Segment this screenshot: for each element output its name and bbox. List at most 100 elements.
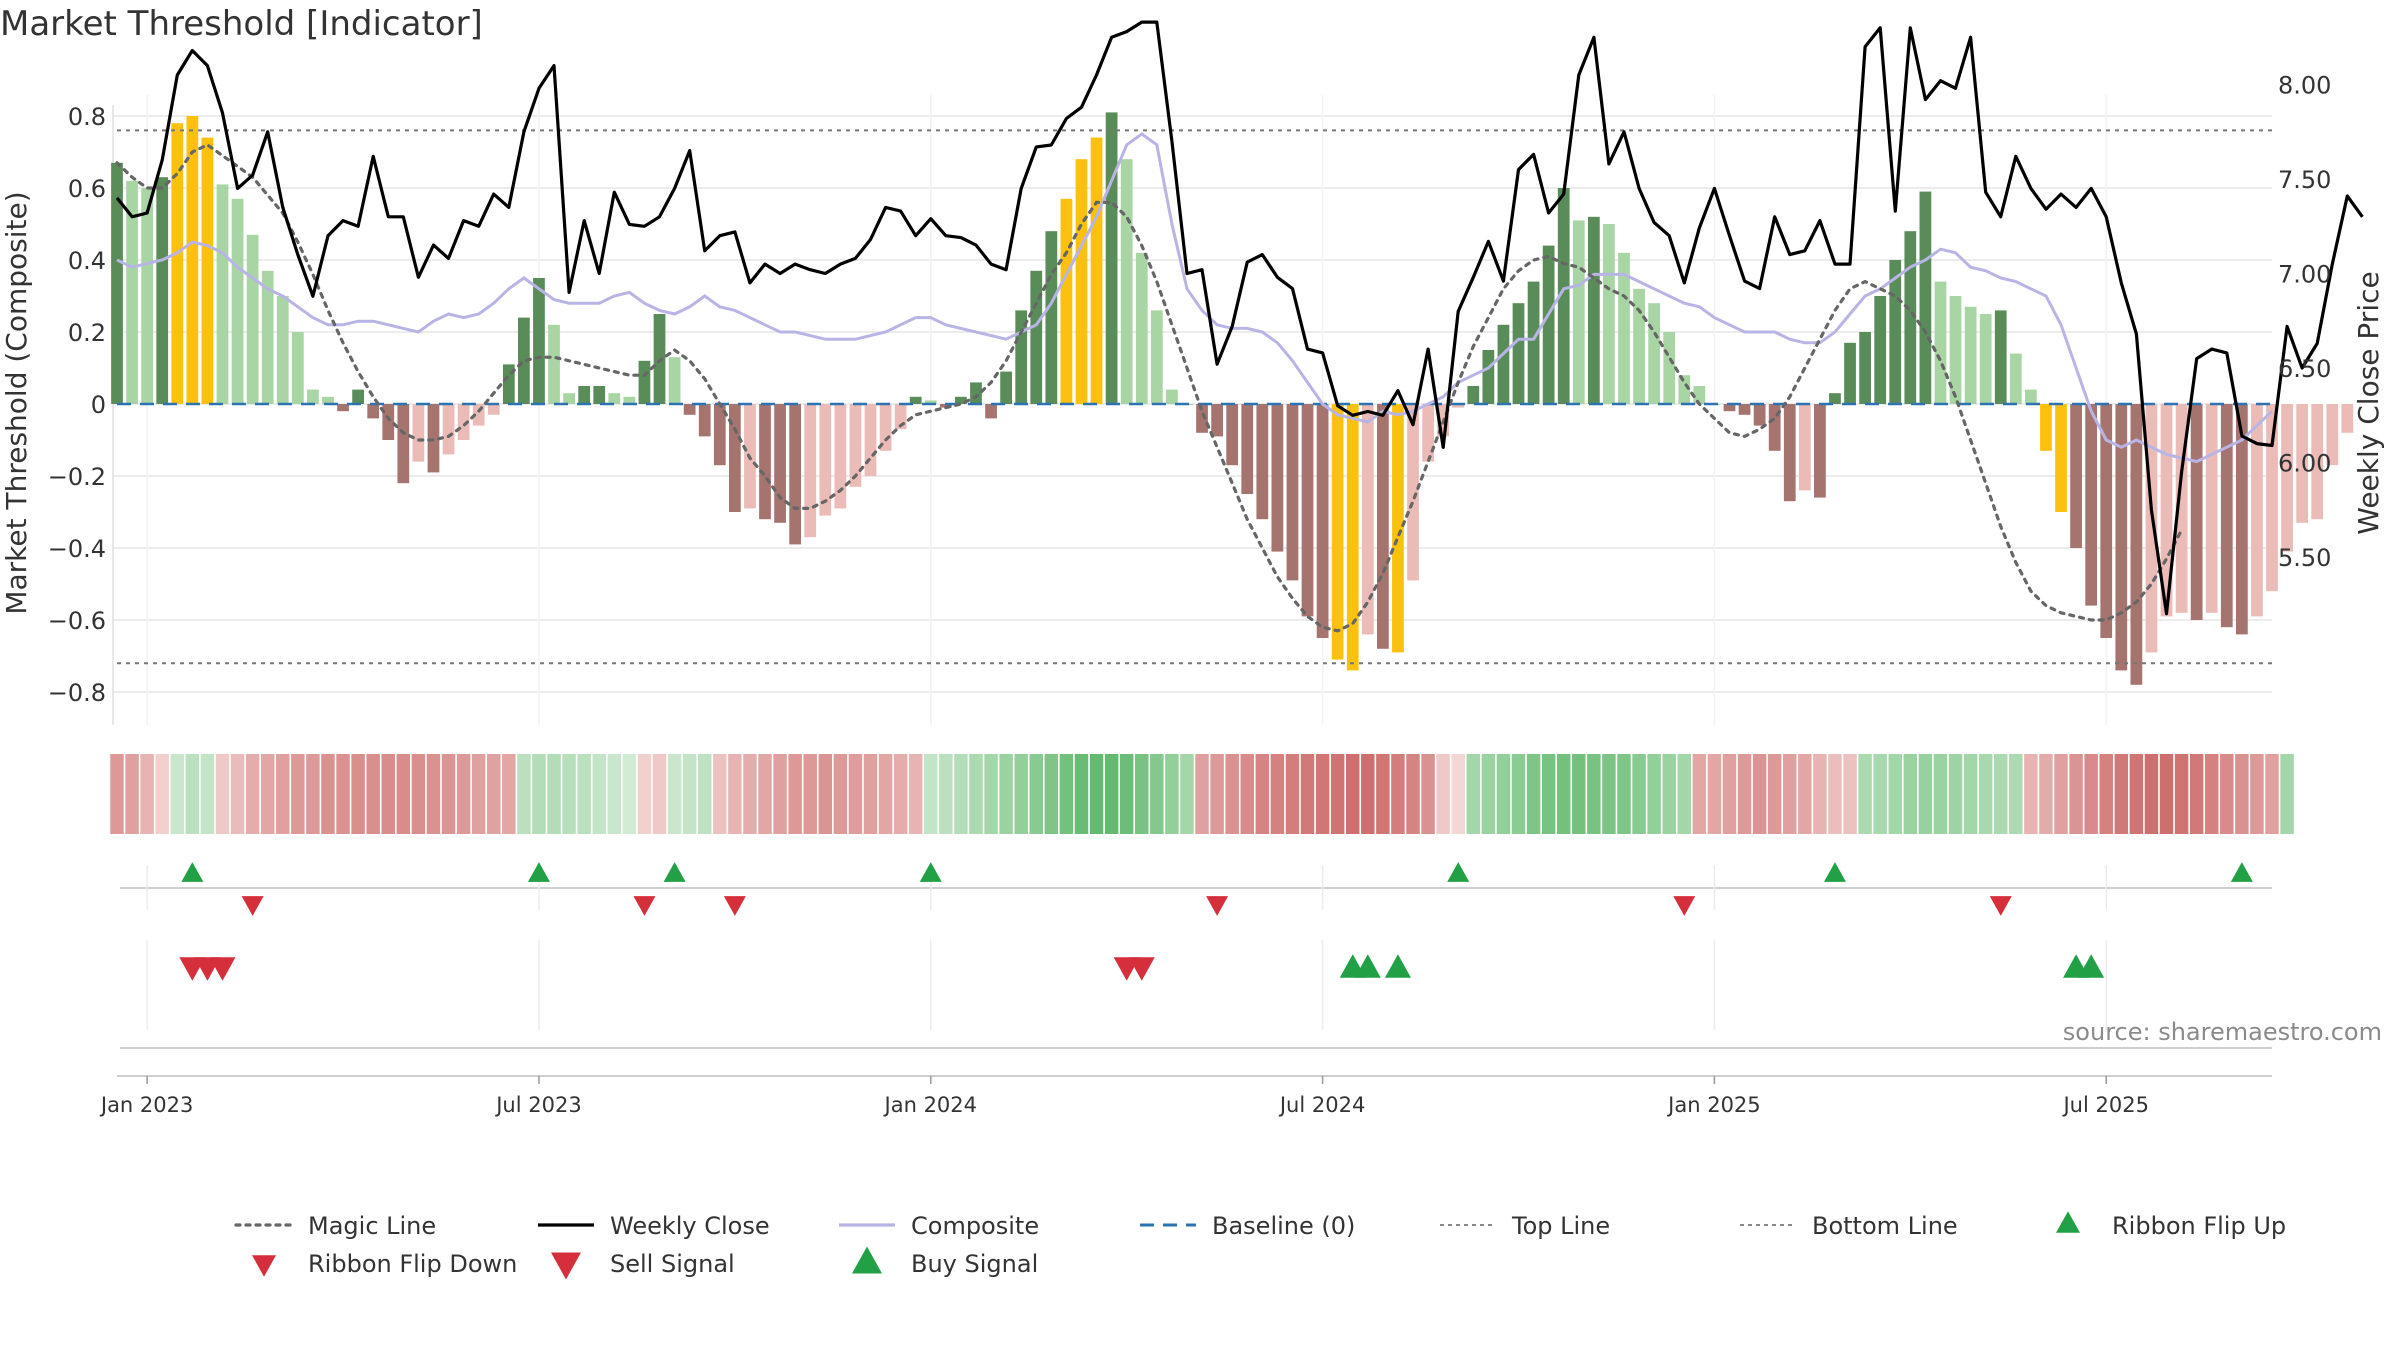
composite-bar (1618, 252, 1630, 404)
composite-bar (1346, 404, 1359, 671)
composite-bar (2009, 353, 2022, 404)
composite-bar (1979, 314, 1992, 404)
ribbon-cell (682, 754, 697, 834)
composite-bar (1211, 404, 1223, 437)
ribbon-cell (1933, 754, 1948, 834)
ribbon-cell (1255, 754, 1270, 834)
ribbon-cell (1240, 754, 1254, 834)
ribbon-cell (1150, 754, 1164, 834)
composite-bar (683, 404, 696, 415)
ribbon-cell (2144, 754, 2159, 834)
composite-bar (1000, 371, 1013, 404)
ribbon-cell (1677, 754, 1692, 834)
composite-bar (533, 278, 545, 404)
composite-bar (307, 389, 319, 404)
legend-item: Ribbon Flip Down (252, 1250, 517, 1278)
composite-bar (1166, 389, 1178, 404)
y-tick-label: 0.6 (68, 175, 106, 203)
x-tick-label: Jan 2024 (883, 1093, 978, 1117)
composite-bar (2025, 389, 2037, 404)
y-tick-label: −0.2 (48, 463, 106, 491)
ribbon-flip-down-marker (1989, 896, 2012, 916)
ribbon-strip (110, 754, 2294, 834)
composite-bar (1874, 296, 1887, 404)
legend-label: Ribbon Flip Down (308, 1250, 517, 1278)
ribbon-flip-up-marker (1823, 862, 1846, 882)
ribbon-cell (1994, 754, 2008, 834)
legend-item: Buy Signal (852, 1246, 1038, 1278)
composite-bar (1587, 216, 1600, 404)
ribbon-cell (1466, 754, 1481, 834)
composite-bar (2100, 404, 2113, 638)
composite-bar (638, 360, 651, 404)
ribbon-cell (1165, 754, 1179, 834)
ribbon-cell (110, 754, 124, 834)
ribbon-cell (1647, 754, 1661, 834)
x-tick-label: Jul 2024 (1278, 1093, 1365, 1117)
ribbon-flip-up-marker (919, 862, 942, 882)
ribbon-flip-down-marker (633, 896, 656, 916)
ribbon-cell (2174, 754, 2189, 834)
source-label: source: sharemaestro.com (2063, 1018, 2382, 1046)
x-tick-label: Jan 2023 (99, 1093, 194, 1117)
ribbon-cell (396, 754, 411, 834)
composite-bar (1120, 159, 1133, 404)
ribbon-cell (1210, 754, 1224, 834)
composite-bar (1331, 404, 1344, 660)
ribbon-cell (426, 754, 441, 834)
composite-bar (1150, 310, 1163, 404)
ribbon-cell (999, 754, 1013, 834)
composite-bar (1949, 296, 1962, 404)
composite-bar (246, 234, 259, 404)
legend-item: Weekly Close (538, 1212, 770, 1240)
composite-bar (502, 364, 515, 404)
composite-bar (186, 116, 199, 404)
ribbon-cell (1737, 754, 1752, 834)
composite-bar (322, 396, 334, 404)
ribbon-cell (1089, 754, 1104, 834)
composite-bar (608, 393, 621, 404)
composite-bar (849, 404, 862, 487)
legend-swatch (252, 1255, 276, 1277)
ribbon-cell (2265, 754, 2279, 834)
composite-bar (1226, 404, 1239, 466)
composite-bar (1934, 281, 1947, 404)
ribbon-cell (848, 754, 863, 834)
ribbon-cell (2099, 754, 2113, 834)
ribbon-flip-down-marker (241, 896, 264, 916)
composite-bar (261, 270, 274, 404)
composite-bar (1919, 191, 1932, 404)
legend-label: Composite (911, 1212, 1039, 1240)
composite-bar (276, 296, 289, 404)
composite-bar (548, 324, 560, 404)
reference-lines (117, 129, 2272, 665)
magic-line (115, 142, 2184, 633)
composite-bar (2266, 404, 2278, 592)
ribbon-cell (1828, 754, 1842, 834)
composite-line (116, 132, 2274, 464)
ribbon-cell (788, 754, 802, 834)
composite-bar (397, 404, 410, 484)
ribbon-cell (547, 754, 561, 834)
ribbon-cell (863, 754, 878, 834)
composite-bar (578, 386, 591, 404)
composite-bar (819, 404, 832, 516)
y-tick-label: 0.8 (68, 103, 106, 131)
ribbon-cell (1511, 754, 1526, 834)
ribbon-cell (456, 754, 471, 834)
composite-bar (698, 404, 711, 437)
composite-bar (1316, 404, 1329, 638)
composite-bar (2311, 404, 2324, 520)
ribbon-cell (321, 754, 335, 834)
ribbon-cell (532, 754, 546, 834)
ribbon-cell (2084, 754, 2098, 834)
composite-bar (1633, 288, 1645, 404)
composite-bar (2070, 404, 2082, 548)
ribbon-cell (1300, 754, 1315, 834)
ribbon-cell (1044, 754, 1059, 834)
ribbon-cell (667, 754, 682, 834)
composite-bar (1663, 332, 1676, 404)
ribbon-cell (1330, 754, 1345, 834)
ribbon-cell (381, 754, 395, 834)
ribbon-cell (1526, 754, 1541, 834)
